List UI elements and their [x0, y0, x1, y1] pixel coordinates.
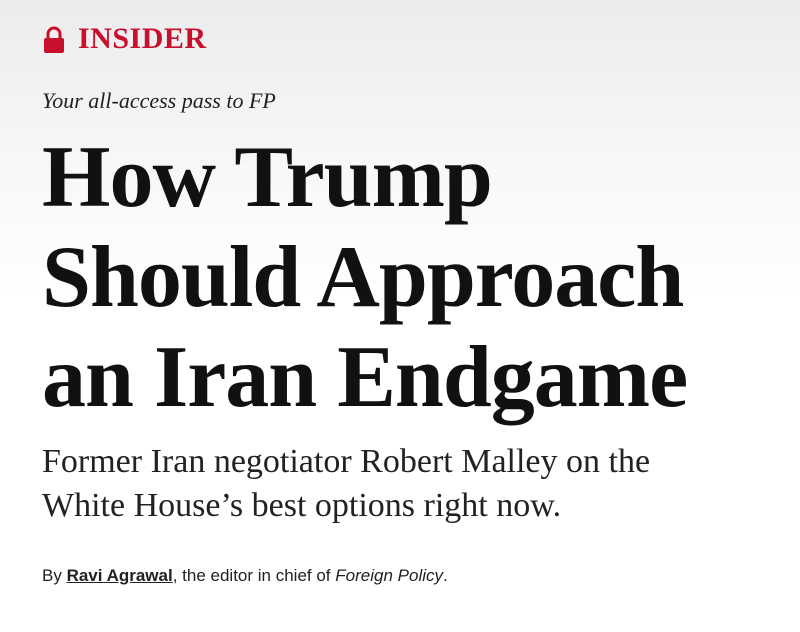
tagline: Your all-access pass to FP	[42, 88, 276, 113]
byline-end: .	[443, 566, 448, 585]
byline-prefix: By	[42, 566, 62, 585]
lock-icon	[44, 26, 64, 53]
headline-line: an Iran Endgame	[42, 329, 688, 426]
author-link[interactable]: Ravi Agrawal	[66, 566, 173, 585]
headline-line: Should Approach	[42, 229, 684, 326]
subheadline-line: White House’s best options right now.	[42, 487, 562, 524]
byline-text: , the editor in chief of	[172, 566, 331, 585]
byline: By Ravi Agrawal, the editor in chief of …	[42, 566, 448, 586]
section-label: INSIDER	[78, 22, 207, 55]
headline-line: How Trump	[42, 129, 493, 226]
subheadline-line: Former Iran negotiator Robert Malley on …	[42, 443, 651, 480]
publication: Foreign Policy	[335, 566, 443, 585]
